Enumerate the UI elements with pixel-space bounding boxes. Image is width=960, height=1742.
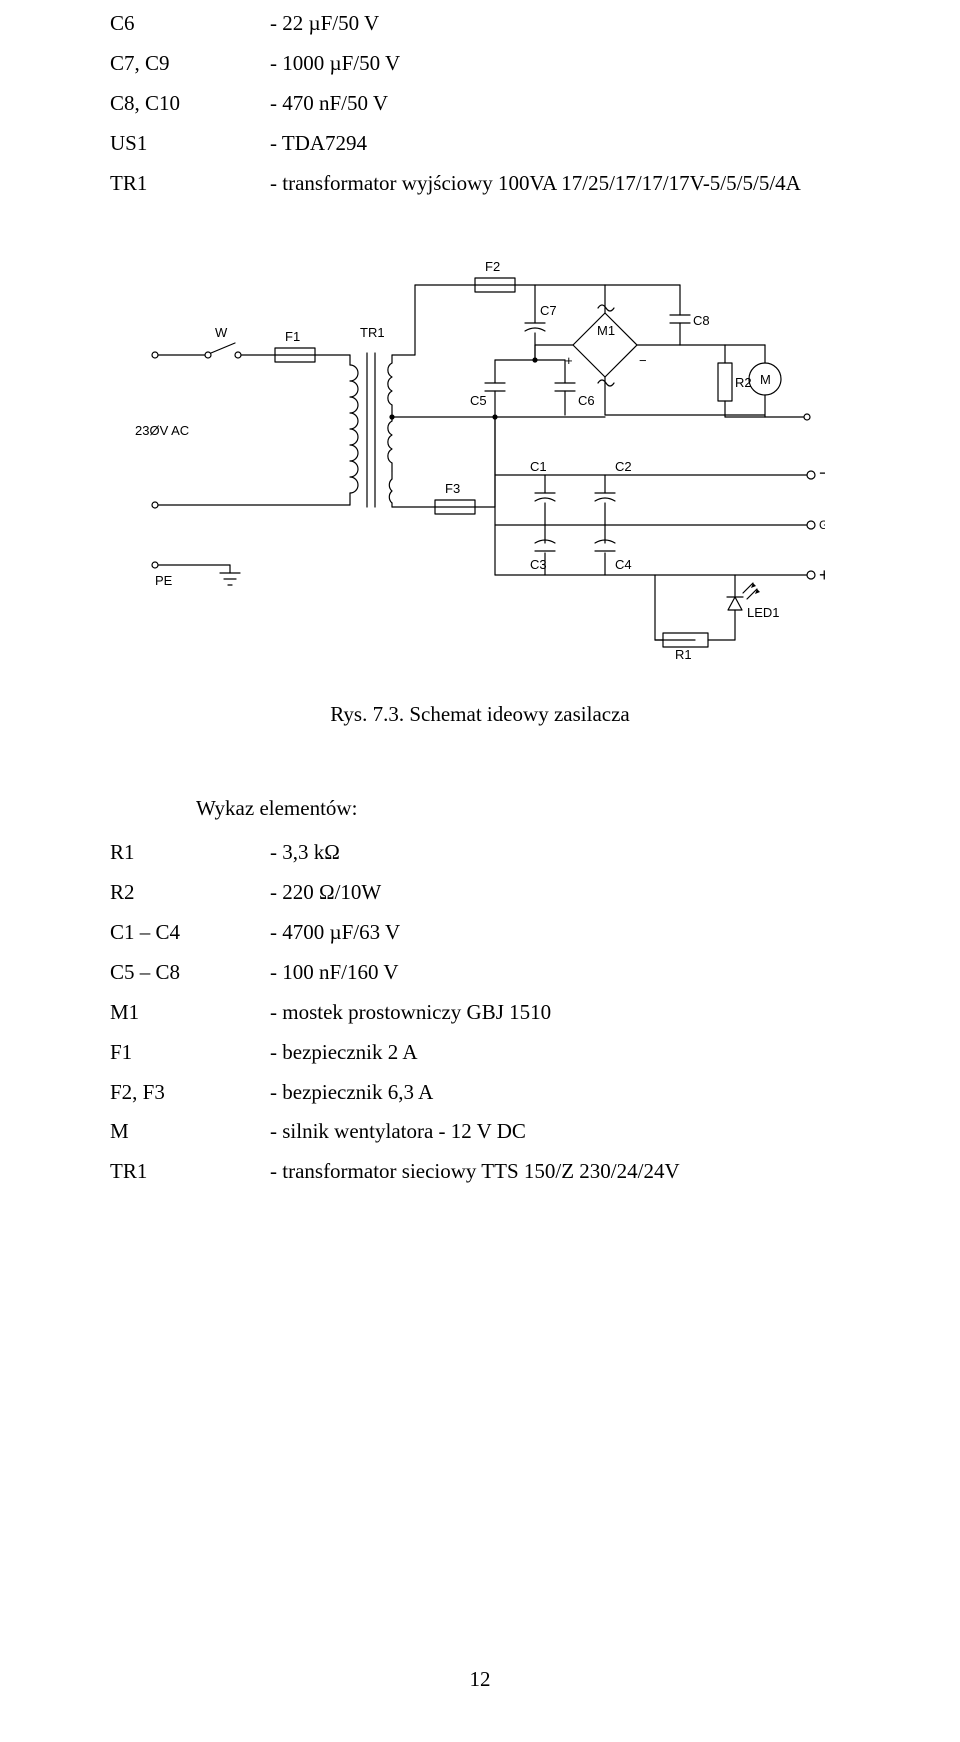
list-value: - transformator sieciowy TTS 150/Z 230/2… (270, 1152, 850, 1192)
list-label: TR1 (110, 1152, 270, 1192)
list-row: M1 - mostek prostowniczy GBJ 1510 (110, 993, 850, 1033)
list-value: - 470 nF/50 V (270, 84, 850, 124)
list-value: - 3,3 kΩ (270, 833, 850, 873)
list-value: - silnik wentylatora - 12 V DC (270, 1112, 850, 1152)
list-row: US1 - TDA7294 (110, 124, 850, 164)
list-label: C7, C9 (110, 44, 270, 84)
list-label: C5 – C8 (110, 953, 270, 993)
schematic-diagram: 23ØV AC W F1 (110, 245, 850, 665)
list-value: - 22 µF/50 V (270, 4, 850, 44)
list-label: F2, F3 (110, 1073, 270, 1113)
list-heading: Wykaz elementów: (110, 789, 850, 829)
list-value: - mostek prostowniczy GBJ 1510 (270, 993, 850, 1033)
label-tr1: TR1 (360, 325, 385, 340)
page-number: 12 (0, 1660, 960, 1700)
list-label: US1 (110, 124, 270, 164)
list-label: M1 (110, 993, 270, 1033)
label-f2: F2 (485, 259, 500, 274)
label-c4: C4 (615, 557, 632, 572)
list-row: TR1 - transformator sieciowy TTS 150/Z 2… (110, 1152, 850, 1192)
list-value: - 1000 µF/50 V (270, 44, 850, 84)
list-row: C1 – C4 - 4700 µF/63 V (110, 913, 850, 953)
label-led1: LED1 (747, 605, 780, 620)
label-c7: C7 (540, 303, 557, 318)
list-row: C6 - 22 µF/50 V (110, 4, 850, 44)
component-list-bottom: R1 - 3,3 kΩ R2 - 220 Ω/10W C1 – C4 - 470… (110, 833, 850, 1192)
list-label: R1 (110, 833, 270, 873)
label-mains: 23ØV AC (135, 423, 189, 438)
label-c6: C6 (578, 393, 595, 408)
label-m: M (760, 372, 771, 387)
list-row: C8, C10 - 470 nF/50 V (110, 84, 850, 124)
list-label: C8, C10 (110, 84, 270, 124)
schematic-svg: 23ØV AC W F1 (135, 245, 825, 665)
list-row: C7, C9 - 1000 µF/50 V (110, 44, 850, 84)
label-c2: C2 (615, 459, 632, 474)
list-row: R1 - 3,3 kΩ (110, 833, 850, 873)
list-value: - 220 Ω/10W (270, 873, 850, 913)
list-value: - 100 nF/160 V (270, 953, 850, 993)
label-m1: M1 (597, 323, 615, 338)
svg-text:+: + (565, 353, 573, 368)
label-r1: R1 (675, 647, 692, 662)
list-value: - bezpiecznik 6,3 A (270, 1073, 850, 1113)
list-row: R2 - 220 Ω/10W (110, 873, 850, 913)
label-c8: C8 (693, 313, 710, 328)
list-value: - bezpiecznik 2 A (270, 1033, 850, 1073)
list-value: - 4700 µF/63 V (270, 913, 850, 953)
svg-text:−: − (639, 353, 647, 368)
list-label: C1 – C4 (110, 913, 270, 953)
list-row: F2, F3 - bezpiecznik 6,3 A (110, 1073, 850, 1113)
list-label: R2 (110, 873, 270, 913)
label-c1: C1 (530, 459, 547, 474)
label-w: W (215, 325, 228, 340)
label-out-gnd: GND (819, 518, 825, 532)
label-f1: F1 (285, 329, 300, 344)
list-row: TR1 - transformator wyjściowy 100VA 17/2… (110, 164, 850, 204)
list-row: M - silnik wentylatora - 12 V DC (110, 1112, 850, 1152)
label-c5: C5 (470, 393, 487, 408)
list-label: M (110, 1112, 270, 1152)
list-row: F1 - bezpiecznik 2 A (110, 1033, 850, 1073)
list-label: TR1 (110, 164, 270, 204)
label-pe: PE (155, 573, 173, 588)
list-label: F1 (110, 1033, 270, 1073)
figure-caption: Rys. 7.3. Schemat ideowy zasilacza (110, 695, 850, 735)
list-value: - transformator wyjściowy 100VA 17/25/17… (270, 164, 850, 204)
label-out-minus: − (819, 463, 825, 483)
list-value: - TDA7294 (270, 124, 850, 164)
label-f3: F3 (445, 481, 460, 496)
label-out-plus: + (819, 565, 825, 585)
list-row: C5 – C8 - 100 nF/160 V (110, 953, 850, 993)
component-list-top: C6 - 22 µF/50 V C7, C9 - 1000 µF/50 V C8… (110, 0, 850, 203)
list-label: C6 (110, 4, 270, 44)
label-c3: C3 (530, 557, 547, 572)
